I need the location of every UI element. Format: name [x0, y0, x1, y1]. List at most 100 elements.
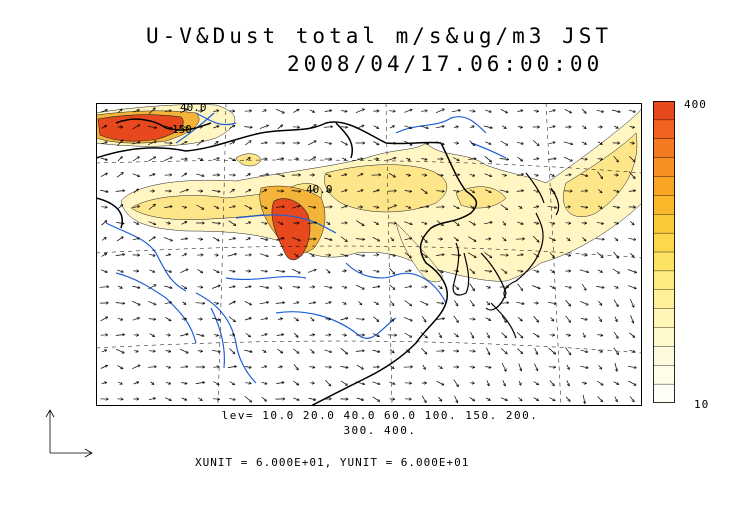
wind-arrow	[598, 364, 602, 369]
wind-arrow	[437, 365, 442, 369]
wind-arrow	[212, 190, 219, 191]
wind-arrow	[148, 319, 156, 320]
wind-arrow	[628, 238, 636, 239]
wind-arrow	[629, 350, 634, 352]
wind-arrow	[485, 189, 491, 193]
wind-arrow	[259, 174, 268, 177]
wind-arrow	[614, 316, 617, 322]
wind-arrow	[502, 237, 505, 240]
wind-arrow	[324, 111, 332, 112]
wind-arrow	[628, 380, 635, 385]
wind-arrow	[291, 268, 300, 273]
colorbar-swatch	[653, 195, 675, 215]
wind-arrow	[117, 381, 122, 384]
wind-arrow	[502, 220, 506, 225]
wind-arrow	[275, 207, 284, 208]
wind-arrow	[517, 283, 523, 291]
wind-arrow	[278, 285, 282, 289]
wind-arrow	[196, 140, 204, 146]
wind-arrow	[421, 221, 426, 224]
wind-arrow	[244, 318, 251, 321]
wind-arrow	[229, 190, 234, 193]
wind-arrow	[132, 142, 139, 145]
wind-arrow	[308, 397, 316, 400]
wind-arrow	[549, 285, 555, 288]
wind-arrow	[372, 396, 380, 401]
wind-arrow	[244, 395, 252, 402]
wind-arrow	[437, 175, 442, 176]
wind-arrow	[438, 396, 442, 401]
wind-arrow	[548, 110, 555, 113]
wind-arrow	[597, 396, 603, 402]
wind-arrow	[421, 347, 426, 354]
wind-arrow	[469, 299, 474, 306]
wind-arrow	[275, 270, 285, 271]
wind-arrow	[389, 284, 394, 290]
wind-arrow	[469, 140, 475, 146]
wind-arrow	[533, 381, 539, 385]
wind-arrow	[149, 333, 154, 337]
wind-arrow	[404, 110, 411, 113]
wind-arrow	[117, 318, 123, 320]
wind-arrow	[260, 271, 267, 272]
wind-arrow	[581, 108, 586, 113]
wind-arrow	[228, 302, 235, 305]
wind-arrow	[404, 221, 412, 225]
wind-arrow	[115, 348, 124, 353]
wind-arrow	[164, 302, 171, 305]
wind-arrow	[165, 366, 170, 367]
wind-arrow	[596, 222, 603, 223]
wind-arrow	[548, 302, 556, 303]
wind-arrow	[117, 109, 122, 114]
wind-arrow	[373, 207, 379, 208]
wind-arrow	[100, 269, 107, 272]
wind-arrow	[516, 301, 524, 304]
wind-arrow	[582, 394, 585, 403]
wind-arrow	[565, 347, 570, 354]
wind-arrow	[372, 236, 380, 241]
wind-arrow	[372, 286, 380, 287]
wind-arrow	[150, 381, 153, 385]
wind-arrow	[420, 235, 427, 243]
wind-arrow	[389, 267, 394, 274]
wind-arrow	[405, 271, 411, 272]
wind-arrow	[197, 397, 202, 401]
wind-arrow	[180, 334, 188, 337]
wind-arrow	[436, 191, 444, 192]
wind-arrow	[309, 109, 314, 112]
wind-arrow	[629, 156, 634, 161]
wind-arrow	[582, 237, 585, 240]
wind-arrow	[261, 110, 266, 113]
dust-field-peak	[97, 114, 311, 261]
wind-arrow	[133, 221, 139, 224]
wind-arrow	[293, 317, 298, 320]
wind-arrow	[325, 380, 330, 385]
wind-arrow	[340, 347, 348, 354]
wind-arrow	[595, 239, 604, 240]
wind-arrow	[149, 253, 155, 256]
wind-arrow	[100, 157, 107, 160]
graticule	[96, 103, 642, 406]
wind-arrow	[229, 286, 235, 287]
wind-arrow	[325, 335, 331, 336]
wind-arrow	[116, 223, 123, 224]
wind-arrow	[501, 315, 506, 322]
wind-arrow	[164, 269, 171, 272]
wind-arrow	[581, 383, 586, 384]
wind-arrow	[116, 237, 123, 242]
wind-arrow	[613, 299, 618, 307]
wind-arrow	[500, 204, 508, 210]
wind-arrow	[211, 286, 220, 289]
wind-arrow	[340, 206, 347, 209]
wind-arrow	[100, 317, 108, 322]
wind-arrow	[517, 156, 523, 161]
wind-arrow	[148, 398, 155, 401]
wind-arrow	[516, 221, 523, 224]
wind-arrow	[293, 364, 298, 369]
wind-arrow	[326, 269, 329, 272]
wind-arrow	[275, 108, 284, 113]
wind-arrow	[549, 269, 554, 273]
wind-arrow	[358, 269, 361, 272]
wind-arrow	[357, 174, 362, 177]
wind-arrow	[277, 367, 282, 368]
